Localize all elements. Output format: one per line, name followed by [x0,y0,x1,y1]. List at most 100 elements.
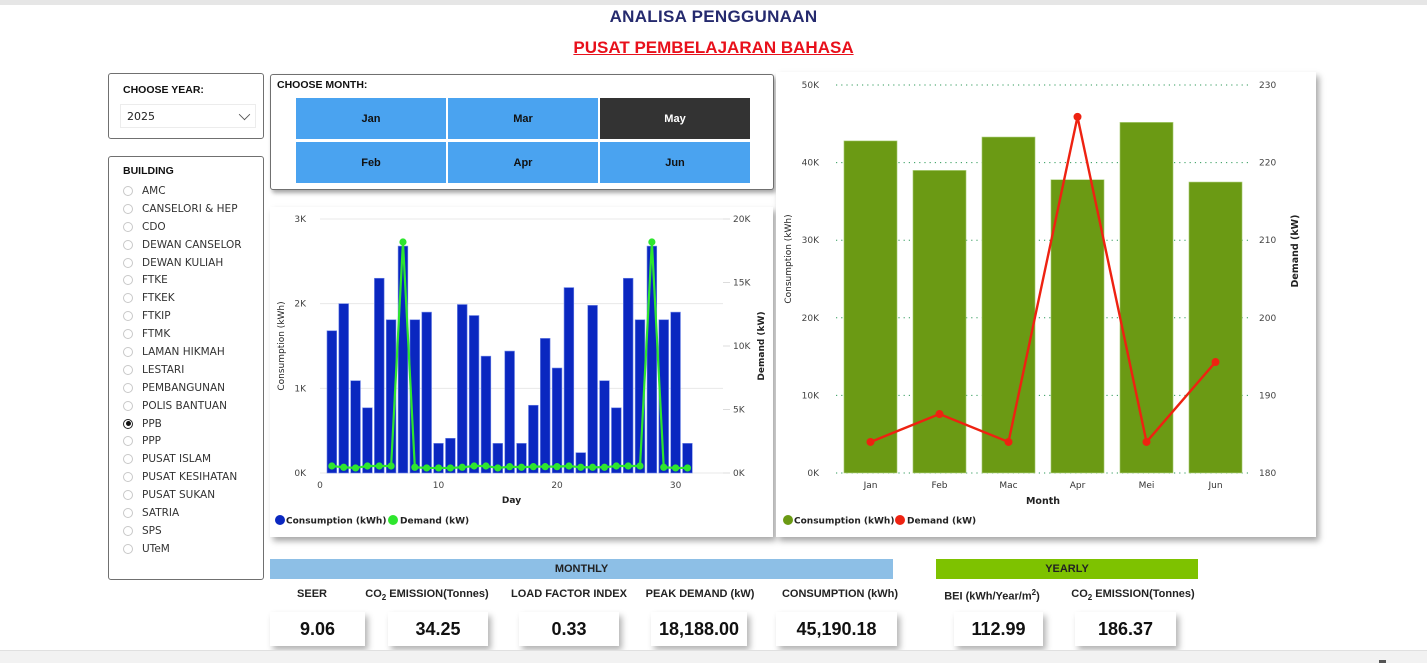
month-button-apr[interactable]: Apr [448,142,598,183]
bottom-bar [0,650,1427,663]
y2-tick-label: 20K [733,215,751,225]
radio-button[interactable] [123,239,133,250]
radio-button[interactable] [123,257,133,268]
y2-tick-label: 210 [1259,236,1276,246]
month-button-may[interactable]: May [600,98,750,139]
building-option[interactable]: SPS [123,522,242,540]
building-option[interactable]: POLIS BANTUAN [123,397,242,415]
radio-button[interactable] [123,418,133,429]
building-option[interactable]: LESTARI [123,361,242,379]
building-option[interactable]: SATRIA [123,504,242,522]
radio-button[interactable] [123,185,133,196]
building-option[interactable]: FTKIP [123,307,242,325]
radio-button[interactable] [123,436,133,447]
consumption-bar [338,303,349,474]
kpi-consumption-value: 45,190.18 [776,612,897,646]
building-option-label: PEMBANGUNAN [142,381,225,394]
y-axis-title: Consumption (kWh) [277,301,287,390]
building-option[interactable]: PPB [123,415,242,433]
building-option[interactable]: PUSAT KESIHATAN [123,468,242,486]
building-option[interactable]: PUSAT ISLAM [123,450,242,468]
y-tick-label: 0K [294,469,307,479]
demand-point [648,238,656,246]
radio-button[interactable] [123,507,133,518]
x-tick-label: Apr [1070,481,1086,491]
building-option[interactable]: LAMAN HIKMAH [123,343,242,361]
page-subtitle: PUSAT PEMBELAJARAN BAHASA [573,38,854,57]
building-option[interactable]: PPP [123,432,242,450]
building-option[interactable]: AMC [123,182,242,200]
building-option[interactable]: PUSAT SUKAN [123,486,242,504]
demand-point [541,463,549,471]
demand-point [363,462,372,470]
building-option[interactable]: PEMBANGUNAN [123,379,242,397]
resize-handle[interactable] [1379,660,1386,663]
y2-tick-label: 180 [1259,469,1276,479]
radio-button[interactable] [123,329,133,340]
building-filter-label: BUILDING [123,165,174,177]
radio-button[interactable] [123,293,133,304]
consumption-bar [682,443,693,474]
consumption-bar [326,330,338,474]
y2-tick-label: 190 [1259,391,1276,401]
legend-consumption-label: Consumption (kWh) [794,517,894,527]
building-option[interactable]: FTKEK [123,289,242,307]
building-option-label: CDO [142,220,166,233]
consumption-bar [409,319,420,474]
radio-button[interactable] [123,203,133,214]
building-option[interactable]: CDO [123,218,242,236]
demand-point [600,463,609,471]
month-button-feb[interactable]: Feb [296,142,446,183]
y2-axis-title: Demand (kW) [1290,215,1301,288]
bei-label-rest: ) [1036,590,1040,603]
building-option[interactable]: DEWAN CANSELOR [123,236,242,254]
y2-tick-label: 230 [1259,81,1276,91]
radio-button[interactable] [123,472,133,483]
consumption-bar [599,380,610,474]
building-option-label: POLIS BANTUAN [142,399,227,412]
demand-point [411,463,419,471]
radio-button[interactable] [123,382,133,393]
radio-button[interactable] [123,490,133,501]
building-option-label: UTeM [142,542,170,555]
consumption-bar [374,277,385,474]
building-option[interactable]: UTeM [123,540,242,558]
radio-button[interactable] [123,543,133,554]
radio-button[interactable] [123,311,133,322]
co2-label-rest: EMISSION(Tonnes) [386,588,489,600]
co2-label-rest: EMISSION(Tonnes) [1092,588,1195,600]
consumption-bar [843,140,898,474]
building-radio-list: AMC CANSELORI & HEP CDO DEWAN CANSELOR DEWAN… [123,182,242,558]
y2-tick-label: 15K [733,279,751,289]
building-option[interactable]: FTKE [123,271,242,289]
radio-button[interactable] [123,454,133,465]
building-option[interactable]: CANSELORI & HEP [123,200,242,218]
year-filter-panel: CHOOSE YEAR: 2025 [108,73,264,139]
building-option-label: PUSAT KESIHATAN [142,471,238,484]
radio-button[interactable] [123,275,133,286]
building-option[interactable]: FTMK [123,325,242,343]
consumption-bar [362,407,373,474]
chevron-down-icon [238,108,251,121]
demand-point [671,464,680,472]
radio-button[interactable] [123,400,133,411]
x-tick-label: 30 [670,481,682,491]
radio-button[interactable] [123,346,133,357]
month-button-jan[interactable]: Jan [296,98,446,139]
demand-point [446,464,454,472]
radio-button[interactable] [123,525,133,536]
month-button-jun[interactable]: Jun [600,142,750,183]
year-dropdown[interactable]: 2025 [120,104,256,128]
demand-point [553,463,561,471]
month-button-mar[interactable]: Mar [448,98,598,139]
radio-button[interactable] [123,221,133,232]
consumption-bar [646,245,658,474]
consumption-bar [445,437,456,474]
consumption-bar [1119,122,1174,474]
y-tick-label: 1K [294,384,307,394]
y2-tick-label: 220 [1259,159,1276,169]
consumption-bar [457,304,468,474]
radio-button[interactable] [123,364,133,375]
x-tick-label: Jan [863,481,878,491]
building-option[interactable]: DEWAN KULIAH [123,254,242,272]
